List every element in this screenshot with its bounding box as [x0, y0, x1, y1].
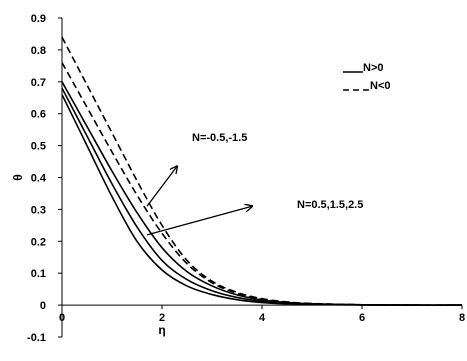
- y-axis-label: θ: [11, 174, 25, 181]
- legend-label-n-negative: N<0: [370, 80, 391, 92]
- annotation-label: N=-0.5,-1.5: [192, 132, 247, 144]
- y-tick-label: -0.1: [27, 332, 46, 344]
- annotations: N=-0.5,-1.5 N=0.5,1.5,2.5: [146, 132, 363, 236]
- x-tick-label: 0: [59, 312, 65, 324]
- y-tick-label: 0.2: [31, 236, 46, 248]
- y-tick-label: 0.3: [31, 204, 46, 216]
- series-group: [61, 36, 463, 306]
- y-tick-label: 0.4: [31, 173, 47, 185]
- series-line-solid-3: [61, 87, 463, 306]
- series-line-solid-4: [61, 94, 463, 306]
- series-line-solid-2: [61, 81, 463, 306]
- y-tick-label: 0.1: [31, 268, 46, 280]
- y-tick-label: 0.8: [31, 45, 46, 57]
- annotation-arrow: [146, 206, 252, 236]
- x-tick-label: 2: [159, 312, 165, 324]
- y-tick-label: 0.7: [31, 77, 46, 89]
- y-tick-label: 0: [40, 300, 46, 312]
- axes: -0.1 0 0.1 0.2 0.3 0.4 0.5 0.6 0.7 0.8 0.9 0 2 4 6 8: [27, 13, 465, 344]
- x-tick-label: 4: [259, 312, 266, 324]
- x-ticks: 0 2 4 6 8: [59, 305, 465, 324]
- legend-label-n-positive: N>0: [363, 62, 384, 74]
- series-line-dashed-1: [61, 62, 463, 306]
- y-ticks: -0.1 0 0.1 0.2 0.3 0.4 0.5 0.6 0.7 0.8 0.9: [27, 13, 62, 344]
- x-tick-label: 6: [359, 312, 365, 324]
- y-tick-label: 0.6: [31, 109, 46, 121]
- annotation-arrow: [146, 166, 177, 207]
- y-tick-label: 0.5: [31, 141, 46, 153]
- series-line-dashed-0: [61, 36, 463, 306]
- annotation-label: N=0.5,1.5,2.5: [297, 199, 363, 211]
- x-tick-label: 8: [459, 312, 465, 324]
- x-axis-label: η: [158, 323, 165, 337]
- y-tick-label: 0.9: [31, 13, 46, 25]
- legend: N>0 N<0: [343, 62, 391, 92]
